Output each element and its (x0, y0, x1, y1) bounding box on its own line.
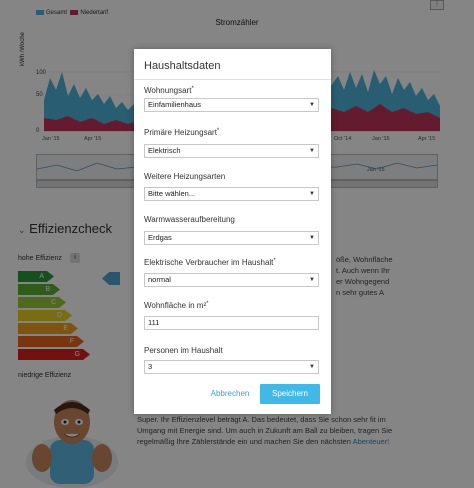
dialog-title: Haushaltsdaten (144, 60, 221, 72)
weitere-heizungsarten-select[interactable]: Bitte wählen... ▼ (144, 187, 319, 201)
select-value: Einfamilienhaus (148, 100, 201, 109)
field-label-personen: Personen im Haushalt (144, 346, 223, 355)
energy-class-g: G (18, 349, 90, 360)
text-line: Umgang mit Energie sind. Um auch in Zuku… (137, 426, 393, 435)
energy-class-e: E (18, 323, 78, 334)
text-span: regelmäßig Ihre Zählerstände ein und mac… (137, 437, 353, 446)
label-text: Personen im Haushalt (144, 346, 223, 355)
info-icon[interactable]: i (70, 253, 80, 263)
section-heading[interactable]: ⌄ Effizienzcheck (18, 221, 112, 236)
chart-title: Stromzähler (215, 18, 259, 27)
caret-down-icon: ▼ (309, 364, 315, 370)
high-efficiency-label: hohe Effizienz (18, 255, 62, 262)
wohnungsart-select[interactable]: Einfamilienhaus ▼ (144, 98, 319, 112)
cancel-button[interactable]: Abbrechen (210, 389, 250, 398)
low-efficiency-label: niedrige Effizienz (18, 372, 72, 379)
field-label-weitere-heizungsarten: Weitere Heizungsarten (144, 172, 225, 181)
input-value: 111 (148, 318, 160, 327)
text-line: Super. Ihr Effizienzlevel beträgt A. Das… (137, 415, 386, 424)
text-line: öße, Wohnfläche (336, 255, 393, 264)
current-class-marker (102, 272, 120, 285)
heizungsart-select[interactable]: Elektrisch ▼ (144, 144, 319, 158)
legend-swatch-niedertarif (70, 10, 79, 15)
energy-class-f: F (18, 336, 84, 347)
x-tick: Apr '15 (418, 136, 436, 142)
energy-class-a: A (18, 271, 54, 282)
divider (134, 79, 331, 80)
field-label-wohnflaeche: Wohnfläche in m²* (144, 301, 208, 310)
series-niedertarif-area-right (331, 104, 440, 131)
energy-class-c: C (18, 297, 66, 308)
x-tick: Apr '15 (84, 136, 102, 142)
field-label-heizungsart: Primäre Heizungsart* (144, 128, 219, 137)
field-label-verbraucher: Elektrische Verbraucher im Haushalt* (144, 258, 276, 267)
label-text: Weitere Heizungsarten (144, 172, 226, 181)
y-tick: 50 (36, 92, 43, 98)
select-value: 3 (148, 362, 153, 371)
select-value: Erdgas (148, 233, 172, 242)
text-line: regelmäßig Ihre Zählerstände ein und mac… (137, 436, 392, 447)
adventure-link[interactable]: Abenteuer! (352, 437, 390, 446)
personen-select[interactable]: 3 ▼ (144, 360, 319, 374)
warmwasser-select[interactable]: Erdgas ▼ (144, 231, 319, 245)
text-line: t. Auch wenn Ihr (336, 266, 390, 275)
save-button[interactable]: Speichern (260, 384, 320, 404)
caret-down-icon: ▼ (309, 148, 315, 154)
field-label-wohnungsart: Wohnungsart* (144, 86, 194, 95)
menu-icon[interactable]: ⋮ (430, 0, 444, 10)
label-text: Wohnfläche in m² (144, 301, 207, 310)
wohnflaeche-input[interactable]: 111 (144, 316, 319, 330)
x-tick: Oct '14 (334, 136, 352, 142)
energy-class-d: D (18, 310, 72, 321)
energy-class-b: B (18, 284, 60, 295)
required-mark: * (206, 301, 209, 307)
caret-down-icon: ▼ (309, 277, 315, 283)
field-label-warmwasser: Warmwasseraufbereitung (144, 215, 235, 224)
select-value: Elektrisch (148, 146, 181, 155)
legend-label-gesamt: Gesamt (46, 10, 68, 17)
text-line: er Wohngegend (336, 277, 390, 286)
select-value: normal (148, 275, 171, 284)
required-mark: * (216, 128, 220, 134)
caret-down-icon: ▼ (309, 102, 315, 108)
x-tick: Jan '15 (372, 136, 390, 142)
legend-swatch-gesamt (36, 10, 44, 15)
required-mark: * (273, 258, 276, 264)
y-tick: 100 (36, 70, 47, 76)
select-value: Bitte wählen... (148, 189, 196, 198)
section-title: Effizienzcheck (29, 221, 113, 236)
label-text: Primäre Heizungsart (144, 128, 217, 137)
description-fragment: öße, Wohnfläche t. Auch wenn Ihr er Wohn… (336, 254, 393, 298)
text-line: n sehr gutes A (336, 288, 384, 297)
caret-down-icon: ▼ (309, 191, 315, 197)
label-text: Warmwasseraufbereitung (144, 215, 235, 224)
household-data-dialog: Haushaltsdaten Wohnungsart* Einfamilienh… (134, 49, 331, 414)
series-gesamt-area (44, 72, 134, 131)
mascot-illustration (26, 400, 118, 488)
legend-label-niedertarif: Niedertarif (80, 10, 109, 17)
y-tick: 0 (36, 128, 40, 134)
navigator-tick: Jan '15 (367, 167, 385, 173)
chevron-down-icon: ⌄ (18, 225, 26, 235)
label-text: Wohnungsart (144, 86, 192, 95)
x-tick: Jan '15 (42, 136, 60, 142)
chart-legend: Gesamt Niedertarif (36, 10, 108, 16)
required-mark: * (191, 86, 194, 92)
label-text: Elektrische Verbraucher im Haushalt (144, 258, 274, 267)
verbraucher-select[interactable]: normal ▼ (144, 273, 319, 287)
caret-down-icon: ▼ (309, 235, 315, 241)
series-niedertarif-area (44, 116, 134, 131)
